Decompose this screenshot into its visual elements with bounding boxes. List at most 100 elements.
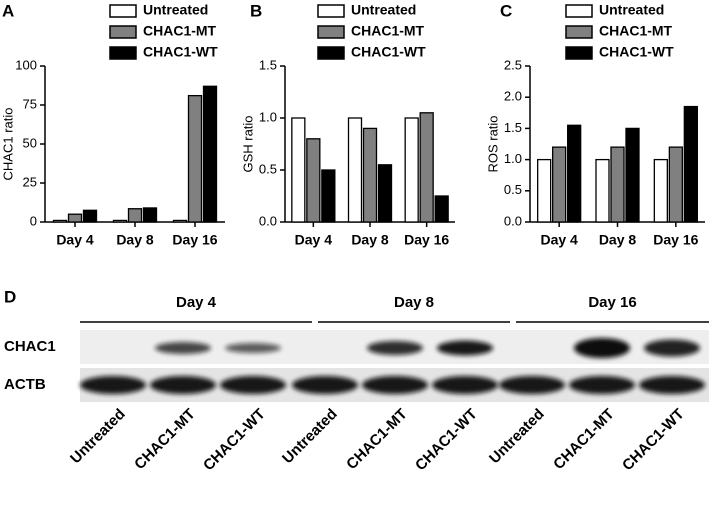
group-label: Day 4: [176, 294, 217, 311]
y-axis-label: GSH ratio: [240, 115, 255, 172]
row-label: CHAC1: [4, 338, 56, 355]
bar: [82, 209, 98, 223]
chac1-band: [155, 342, 211, 354]
actb-band: [150, 376, 216, 394]
bar: [567, 124, 582, 223]
chac1-band: [437, 340, 493, 356]
panel-label: A: [2, 1, 14, 20]
y-tick-label: 0.5: [259, 161, 277, 176]
bar: [377, 164, 393, 223]
bar: [552, 146, 567, 223]
lane-label: Untreated: [67, 406, 129, 468]
y-tick-label: 2.5: [504, 57, 522, 72]
lane-label: CHAC1-MT: [131, 406, 198, 473]
legend-swatch: [317, 25, 345, 39]
y-tick-label: 0.5: [504, 182, 522, 197]
bar: [610, 146, 625, 223]
panel-label: D: [4, 287, 16, 306]
bar: [202, 85, 218, 223]
x-tick-label: Day 4: [295, 232, 333, 248]
legend-swatch: [565, 46, 593, 60]
bar: [142, 207, 158, 223]
bar: [172, 219, 188, 223]
bar: [683, 105, 698, 223]
lane-label: Untreated: [486, 406, 548, 468]
legend-swatch: [565, 25, 593, 39]
lane-label: Untreated: [279, 406, 341, 468]
lane-label: CHAC1-MT: [343, 406, 410, 473]
actb-band: [639, 376, 705, 394]
bar: [668, 146, 683, 223]
x-tick-label: Day 8: [599, 232, 637, 248]
y-tick-label: 25: [23, 174, 37, 189]
x-tick-label: Day 16: [404, 232, 449, 248]
y-axis-label: ROS ratio: [485, 115, 500, 172]
actb-band: [292, 376, 358, 394]
bar: [595, 158, 610, 223]
x-tick-label: Day 16: [653, 232, 698, 248]
x-tick-label: Day 8: [116, 232, 154, 248]
lane-label: CHAC1-WT: [200, 406, 269, 475]
x-tick-label: Day 4: [56, 232, 94, 248]
actb-band: [432, 376, 498, 394]
bar: [347, 117, 363, 223]
y-tick-label: 100: [15, 57, 37, 72]
bar: [127, 208, 143, 223]
bar: [362, 127, 378, 223]
x-tick-label: Day 16: [172, 232, 217, 248]
legend-swatch: [565, 4, 593, 18]
bar: [404, 117, 419, 223]
chac1-band: [644, 339, 700, 357]
bar: [321, 169, 336, 223]
bar: [537, 158, 552, 223]
actb-band: [362, 376, 428, 394]
bar: [419, 112, 434, 223]
chac1-band: [367, 341, 423, 355]
bar: [291, 117, 306, 223]
legend-swatch: [109, 25, 137, 39]
y-tick-label: 0: [30, 213, 37, 228]
bar: [112, 219, 128, 223]
legend-swatch: [317, 46, 345, 60]
legend-label: CHAC1-WT: [599, 44, 674, 60]
bar: [67, 213, 83, 223]
y-axis-label: CHAC1 ratio: [0, 108, 15, 181]
x-tick-label: Day 4: [540, 232, 578, 248]
bar: [187, 94, 203, 223]
legend-label: CHAC1-MT: [351, 23, 425, 39]
chac1-band: [574, 338, 630, 358]
group-label: Day 8: [394, 294, 434, 311]
y-tick-label: 1.5: [504, 120, 522, 135]
y-tick-label: 1.5: [259, 57, 277, 72]
y-tick-label: 1.0: [259, 109, 277, 124]
legend-label: CHAC1-MT: [143, 23, 217, 39]
bar: [653, 158, 668, 223]
x-tick-label: Day 8: [351, 232, 389, 248]
bar: [52, 219, 68, 223]
group-label: Day 16: [588, 294, 636, 311]
actb-band: [80, 376, 146, 394]
actb-band: [569, 376, 635, 394]
row-label: ACTB: [4, 376, 46, 393]
bar: [434, 195, 449, 223]
y-tick-label: 75: [23, 96, 37, 111]
legend-label: Untreated: [143, 2, 208, 18]
y-tick-label: 50: [23, 135, 37, 150]
actb-band: [220, 376, 286, 394]
actb-band: [499, 376, 565, 394]
chac1-band: [225, 343, 281, 353]
legend-label: CHAC1-WT: [143, 44, 218, 60]
lane-label: CHAC1-MT: [550, 406, 617, 473]
legend-label: Untreated: [599, 2, 664, 18]
lane-label: CHAC1-WT: [412, 406, 481, 475]
y-tick-label: 0.0: [259, 213, 277, 228]
bar: [306, 138, 321, 223]
legend-swatch: [109, 46, 137, 60]
bar: [625, 127, 640, 223]
legend-label: Untreated: [351, 2, 416, 18]
lane-label: CHAC1-WT: [619, 406, 688, 475]
legend-swatch: [317, 4, 345, 18]
y-tick-label: 1.0: [504, 151, 522, 166]
y-tick-label: 0.0: [504, 213, 522, 228]
